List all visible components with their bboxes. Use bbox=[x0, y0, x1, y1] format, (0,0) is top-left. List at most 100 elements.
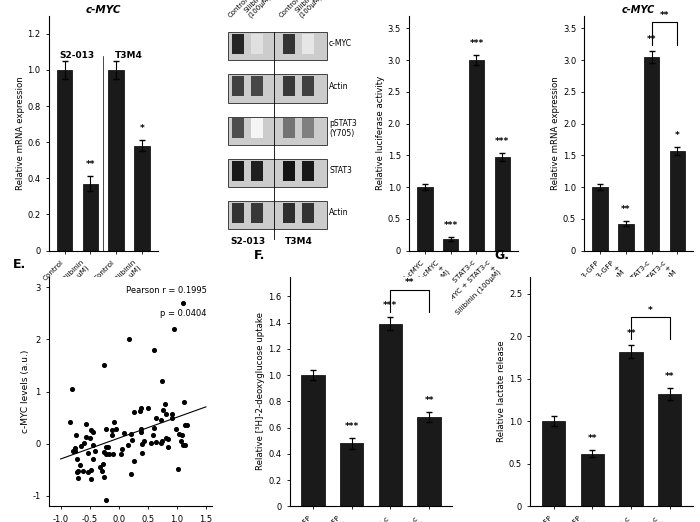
Bar bbox=[301, 375, 325, 506]
Point bbox=[68, 447, 79, 455]
Bar bbox=[232, 203, 244, 223]
Bar bbox=[284, 34, 295, 54]
Text: Actin: Actin bbox=[329, 81, 349, 91]
Point bbox=[74, 461, 85, 469]
Bar bbox=[83, 184, 98, 251]
Point bbox=[181, 421, 193, 429]
Point bbox=[148, 431, 159, 439]
Title: c-MYC: c-MYC bbox=[622, 5, 655, 15]
Point bbox=[134, 407, 146, 416]
Bar bbox=[284, 76, 295, 96]
Point bbox=[66, 384, 78, 393]
Point bbox=[168, 325, 179, 333]
Text: ***: *** bbox=[383, 302, 398, 311]
Bar bbox=[340, 443, 363, 506]
Text: F.: F. bbox=[254, 249, 265, 262]
Bar bbox=[284, 161, 295, 181]
Point bbox=[87, 455, 98, 463]
Point bbox=[135, 428, 146, 436]
Text: Control: Control bbox=[279, 0, 300, 19]
Point bbox=[64, 418, 76, 426]
Point bbox=[148, 424, 159, 432]
Bar bbox=[302, 76, 314, 96]
Point bbox=[126, 436, 137, 444]
Bar bbox=[228, 32, 327, 60]
Bar bbox=[228, 75, 327, 102]
Point bbox=[88, 441, 99, 449]
Point bbox=[69, 444, 80, 452]
Bar bbox=[108, 70, 124, 251]
Point bbox=[158, 406, 169, 414]
Y-axis label: Relative mRNA expression: Relative mRNA expression bbox=[551, 76, 560, 190]
Text: **: ** bbox=[626, 329, 636, 338]
Point bbox=[99, 361, 110, 370]
Point bbox=[160, 433, 172, 442]
Point bbox=[128, 408, 139, 417]
Text: Control: Control bbox=[228, 0, 249, 19]
Point bbox=[89, 447, 100, 455]
Point bbox=[172, 465, 183, 473]
Point bbox=[125, 430, 136, 438]
Point bbox=[179, 421, 190, 429]
Text: Pearson r = 0.1995: Pearson r = 0.1995 bbox=[126, 286, 206, 295]
Bar bbox=[494, 157, 510, 251]
Y-axis label: Relative [³H]-2-deoxyglucose uptake: Relative [³H]-2-deoxyglucose uptake bbox=[256, 313, 265, 470]
Bar bbox=[302, 118, 314, 138]
Bar bbox=[251, 76, 263, 96]
Text: T3M4: T3M4 bbox=[116, 51, 143, 60]
Point bbox=[85, 426, 97, 434]
Bar bbox=[284, 118, 295, 138]
Point bbox=[71, 455, 83, 464]
Point bbox=[170, 425, 181, 433]
Bar bbox=[251, 161, 263, 181]
Point bbox=[100, 495, 111, 504]
Point bbox=[176, 431, 188, 439]
Text: **: ** bbox=[660, 11, 669, 20]
Point bbox=[135, 424, 146, 433]
Point bbox=[106, 431, 118, 439]
Bar bbox=[670, 151, 685, 251]
Bar bbox=[542, 421, 565, 506]
Bar bbox=[443, 239, 459, 251]
Y-axis label: Relative luciferase activity: Relative luciferase activity bbox=[376, 76, 385, 190]
Bar bbox=[417, 417, 441, 506]
Point bbox=[106, 426, 118, 434]
Point bbox=[155, 438, 167, 447]
Bar bbox=[658, 394, 681, 506]
Text: pSTAT3
(Y705): pSTAT3 (Y705) bbox=[329, 118, 357, 138]
Y-axis label: Relative lactate release: Relative lactate release bbox=[497, 341, 506, 442]
Point bbox=[71, 468, 83, 476]
Text: T3M4: T3M4 bbox=[285, 236, 313, 246]
Point bbox=[110, 425, 121, 433]
Point bbox=[157, 377, 168, 385]
Bar bbox=[228, 201, 327, 230]
Point bbox=[102, 442, 113, 450]
Point bbox=[135, 404, 146, 412]
Point bbox=[88, 428, 99, 436]
Point bbox=[138, 436, 149, 445]
Bar bbox=[417, 187, 433, 251]
Bar bbox=[228, 159, 327, 187]
Bar bbox=[618, 224, 634, 251]
Point bbox=[83, 468, 94, 476]
Point bbox=[136, 449, 148, 458]
Point bbox=[108, 417, 120, 425]
Point bbox=[167, 414, 178, 422]
Point bbox=[80, 433, 92, 442]
Point bbox=[155, 416, 167, 424]
Point bbox=[176, 437, 187, 445]
Text: **: ** bbox=[405, 279, 414, 288]
Point bbox=[99, 447, 110, 456]
Point bbox=[78, 440, 90, 448]
Text: Silibinin
(100μM): Silibinin (100μM) bbox=[293, 0, 323, 19]
Bar bbox=[302, 161, 314, 181]
Text: Actin: Actin bbox=[329, 208, 349, 218]
Bar bbox=[57, 70, 72, 251]
Point bbox=[118, 429, 130, 437]
Text: Silibinin
(100μM): Silibinin (100μM) bbox=[242, 0, 272, 19]
Bar bbox=[232, 76, 244, 96]
Text: **: ** bbox=[424, 396, 434, 405]
Bar bbox=[228, 117, 327, 145]
Point bbox=[76, 442, 87, 450]
Text: *: * bbox=[140, 124, 144, 133]
